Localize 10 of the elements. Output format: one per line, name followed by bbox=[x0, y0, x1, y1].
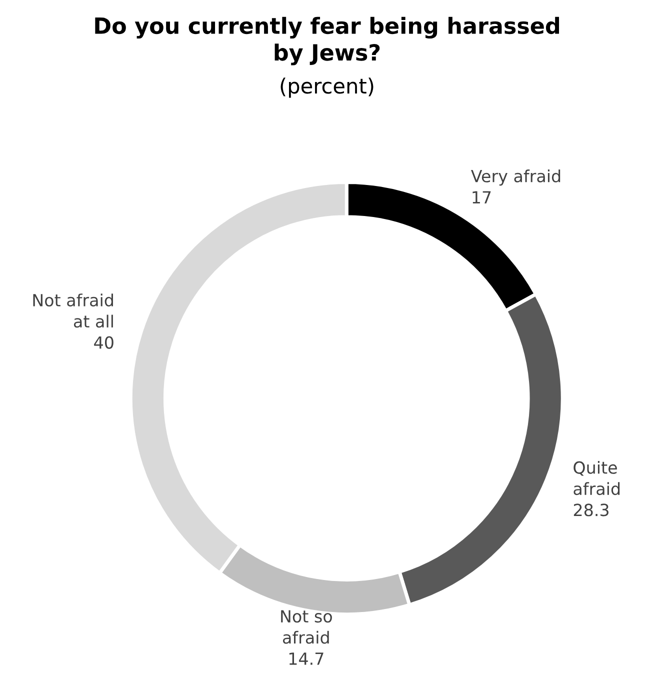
chart-subtitle: (percent) bbox=[280, 78, 374, 98]
slice-label: Not so afraid bbox=[281, 610, 332, 644]
data-label: 28.3 bbox=[574, 504, 608, 516]
data-label: 17 bbox=[472, 191, 491, 204]
chart-title: Do you currently fear being harassed by Jews? bbox=[95, 16, 559, 66]
slice-label: Not afraid at all bbox=[33, 294, 113, 328]
slice-label: Very afraid bbox=[470, 169, 560, 186]
data-label: 14.7 bbox=[289, 652, 324, 665]
slice-label: Quite afraid bbox=[574, 460, 620, 496]
data-label: 40 bbox=[94, 336, 114, 349]
